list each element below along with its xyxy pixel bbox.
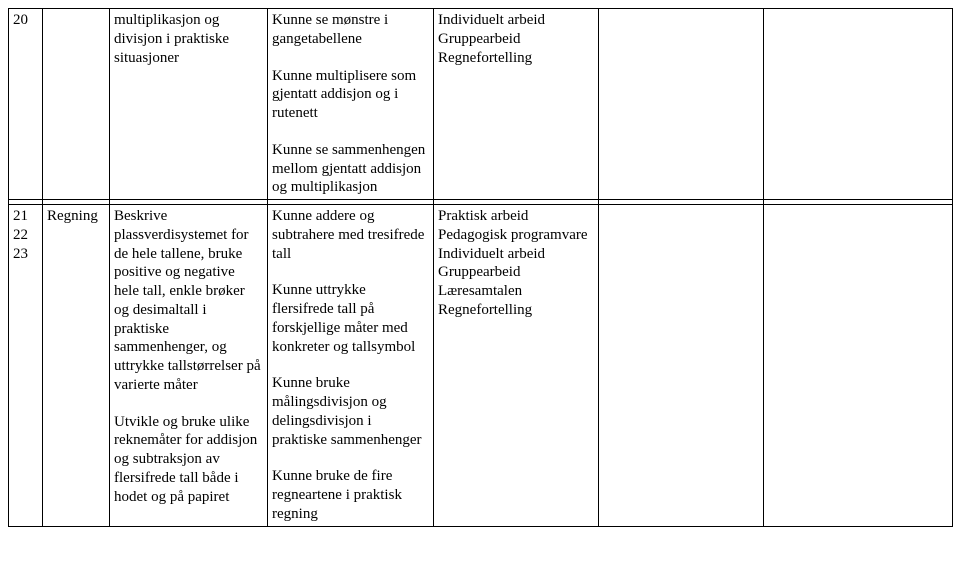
curriculum-table: 20 multiplikasjon og divisjon i praktiske… bbox=[8, 8, 953, 527]
methods-cell: Praktisk arbeidPedagogisk programvareInd… bbox=[434, 205, 599, 527]
table-row: 20 multiplikasjon og divisjon i praktiske… bbox=[9, 9, 953, 200]
extra1-cell bbox=[599, 205, 764, 527]
goal-cell: multiplikasjon og divisjon i praktiske s… bbox=[110, 9, 268, 200]
extra2-cell bbox=[764, 9, 953, 200]
week-cell: 212223 bbox=[9, 205, 43, 527]
table-row: 212223RegningBeskrive plassverdisystemet… bbox=[9, 205, 953, 527]
objectives-cell: Kunne addere og subtrahere med tresifred… bbox=[268, 205, 434, 527]
goal-cell: Beskrive plassverdisystemet for de hele … bbox=[110, 205, 268, 527]
objectives-cell: Kunne se mønstre i gangetabelleneKunne m… bbox=[268, 9, 434, 200]
methods-cell: Individuelt arbeidGruppearbeidRegneforte… bbox=[434, 9, 599, 200]
subject-cell: Regning bbox=[43, 205, 110, 527]
week-cell: 20 bbox=[9, 9, 43, 200]
subject-cell bbox=[43, 9, 110, 200]
extra2-cell bbox=[764, 205, 953, 527]
extra1-cell bbox=[599, 9, 764, 200]
